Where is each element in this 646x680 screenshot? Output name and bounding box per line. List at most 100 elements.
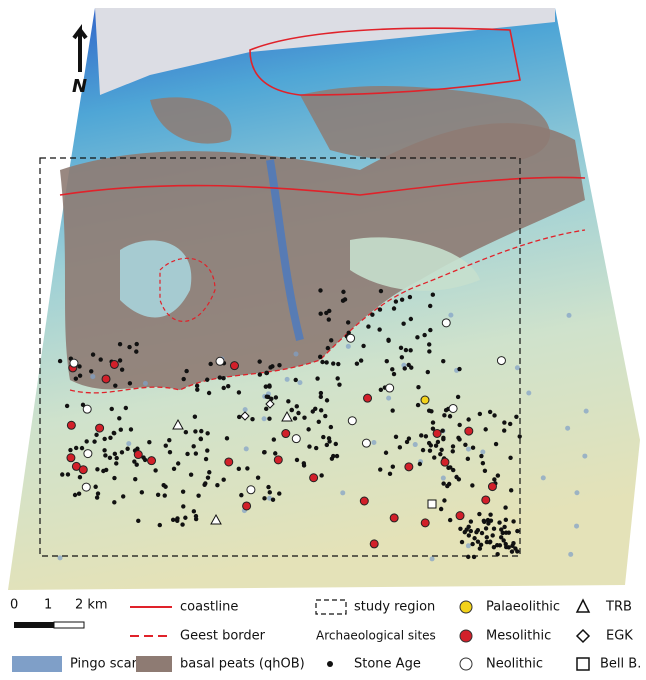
site — [134, 349, 138, 353]
site — [370, 540, 378, 548]
site — [117, 416, 121, 420]
site — [78, 475, 82, 479]
site — [294, 352, 299, 357]
site — [239, 493, 243, 497]
site — [319, 408, 323, 412]
site — [428, 304, 432, 308]
site — [386, 384, 394, 392]
site — [273, 451, 277, 455]
site — [156, 493, 160, 497]
site — [324, 360, 328, 364]
legend-label: Stone Age — [354, 657, 421, 672]
site — [110, 360, 118, 368]
site — [318, 312, 322, 316]
site — [114, 456, 118, 460]
scale-label: 1 — [44, 598, 52, 613]
site — [469, 519, 473, 523]
site — [426, 370, 430, 374]
site — [266, 485, 270, 489]
site — [347, 334, 355, 342]
egk-swatch — [577, 630, 589, 642]
site — [310, 474, 318, 482]
site — [205, 431, 209, 435]
site — [415, 335, 419, 339]
site — [361, 344, 365, 348]
site — [294, 378, 298, 382]
site — [317, 420, 321, 424]
site — [192, 509, 196, 513]
site — [194, 514, 198, 518]
site — [124, 406, 128, 410]
site — [112, 431, 116, 435]
site — [172, 467, 176, 471]
site — [454, 475, 458, 479]
site — [327, 436, 331, 440]
site — [237, 415, 241, 419]
site — [206, 475, 210, 479]
site — [441, 481, 445, 485]
site — [442, 319, 450, 327]
site — [478, 412, 482, 416]
site — [407, 436, 411, 440]
site — [460, 540, 464, 544]
site — [318, 355, 322, 359]
site — [108, 436, 112, 440]
site — [319, 391, 323, 395]
site — [405, 463, 413, 471]
site — [441, 359, 445, 363]
site — [502, 428, 506, 432]
site — [258, 372, 262, 376]
site — [327, 317, 331, 321]
site — [102, 448, 106, 452]
site — [394, 299, 398, 303]
site — [110, 407, 114, 411]
site — [427, 349, 431, 353]
site — [482, 520, 486, 524]
site — [439, 507, 443, 511]
site — [508, 456, 512, 460]
site — [195, 387, 199, 391]
site — [262, 496, 266, 500]
site — [102, 437, 106, 441]
site — [321, 435, 325, 439]
site — [427, 408, 431, 412]
site — [400, 297, 404, 301]
site — [466, 543, 471, 548]
site — [419, 433, 423, 437]
site — [497, 357, 505, 365]
site — [355, 361, 359, 365]
scale-bar — [54, 622, 84, 628]
legend-label: Pingo scars — [70, 657, 144, 672]
site — [362, 439, 370, 447]
site — [427, 441, 431, 445]
site — [265, 395, 269, 399]
site — [477, 512, 481, 516]
site — [416, 385, 420, 389]
site — [295, 458, 299, 462]
site — [274, 456, 282, 464]
site — [89, 369, 93, 373]
site — [567, 313, 572, 318]
site — [120, 367, 124, 371]
site — [313, 407, 317, 411]
legend-label: EGK — [606, 629, 633, 644]
site — [277, 491, 281, 495]
site — [95, 495, 99, 499]
site — [484, 526, 488, 530]
site — [326, 346, 330, 350]
site — [471, 446, 475, 450]
site — [302, 461, 306, 465]
site — [439, 448, 443, 452]
terrain — [8, 8, 640, 590]
site — [207, 470, 211, 474]
site — [388, 472, 392, 476]
site — [430, 556, 435, 561]
site — [66, 472, 70, 476]
site — [153, 468, 157, 472]
legend-label: Mesolithic — [486, 629, 551, 644]
legend-label: basal peats (qhOB) — [180, 657, 305, 672]
legend-label: Bell B. — [600, 657, 641, 672]
site — [270, 364, 274, 368]
site — [191, 444, 195, 448]
north-arrow — [74, 30, 86, 72]
